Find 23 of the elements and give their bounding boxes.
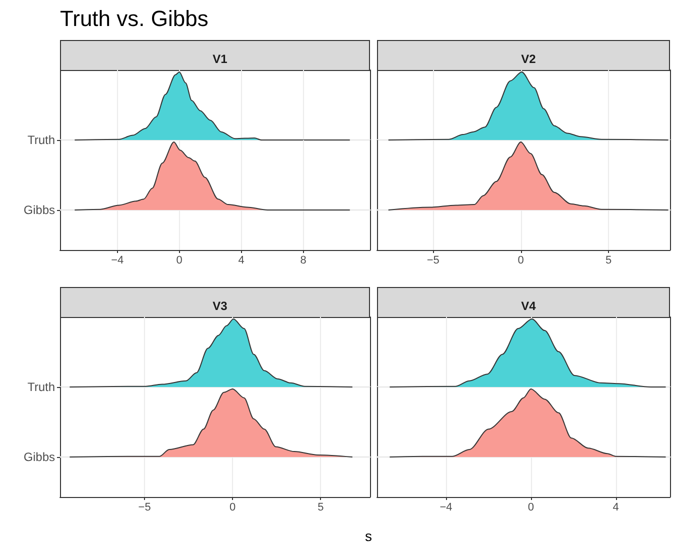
x-tick-label: 0	[230, 502, 236, 514]
legend-label: Truth	[27, 133, 55, 147]
x-tick-label: 4	[612, 502, 619, 514]
x-tick-label: −5	[426, 254, 440, 266]
legend-label: Gibbs	[24, 203, 55, 217]
chart-title: V3	[212, 299, 228, 313]
x-tick-label: 0	[176, 254, 182, 266]
x-tick-label: 5	[606, 254, 612, 266]
x-tick-label: 0	[518, 254, 524, 266]
x-tick-label: 4	[238, 254, 244, 266]
x-tick-label: 5	[318, 502, 324, 514]
legend-label: Gibbs	[24, 450, 55, 464]
x-tick-label: −4	[111, 254, 124, 266]
text: Truth vs. Gibbs	[60, 6, 208, 32]
x-tick-label: −5	[138, 502, 151, 514]
chart-title: V4	[521, 299, 536, 313]
x-axis-title: s	[365, 528, 372, 544]
x-tick-label: −4	[440, 502, 452, 514]
x-tick-label: 8	[300, 254, 306, 266]
legend-label: Truth	[27, 380, 55, 394]
x-tick-label: 0	[528, 502, 534, 514]
chart-title: V2	[521, 52, 536, 66]
chart-title: V1	[212, 52, 228, 66]
